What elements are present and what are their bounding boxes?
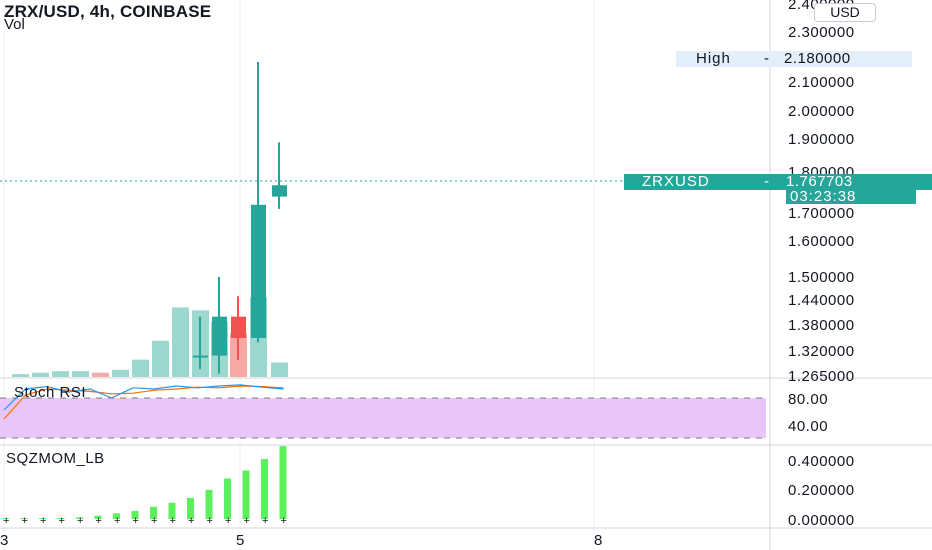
momentum-bar [150, 506, 157, 519]
squeeze-marker: + [207, 515, 213, 527]
rsi-k-line [3, 384, 284, 411]
momentum-bar [76, 517, 83, 519]
rsi-d-line [3, 385, 284, 420]
squeeze-marker: + [114, 515, 120, 527]
volume-bar [132, 359, 149, 377]
momentum-tick-label: 0.000000 [788, 512, 855, 529]
rsi-band [0, 398, 766, 438]
squeeze-marker: + [77, 515, 83, 527]
price-tick-label: 1.320000 [788, 343, 855, 360]
squeeze-marker: + [225, 515, 231, 527]
price-tick-label: 1.600000 [788, 233, 855, 250]
rsi-tick-label: 40.00 [788, 418, 828, 435]
squeeze-marker: + [59, 515, 65, 527]
squeeze-marker: + [40, 515, 46, 527]
squeeze-marker: + [96, 515, 102, 527]
momentum-bar [113, 513, 120, 519]
price-tick-label: 1.440000 [788, 292, 855, 309]
stoch-rsi-label: Stoch RSI [14, 384, 87, 401]
currency-button[interactable]: USD [814, 3, 876, 22]
price-tick-label: 1.380000 [788, 317, 855, 334]
chart-title: ZRX/USD, 4h, COINBASE [4, 2, 212, 21]
last-dash: - [764, 173, 769, 190]
volume-label: Vol [4, 16, 25, 33]
squeeze-marker: + [170, 515, 176, 527]
price-tick-label: 1.265000 [788, 368, 855, 385]
price-tick-label: 1.700000 [788, 205, 855, 222]
candle-body [272, 185, 287, 197]
time-tick-label: 5 [236, 532, 244, 549]
time-tick-label: 3 [0, 532, 8, 549]
candle-body [212, 316, 227, 356]
volume-bar [152, 340, 169, 377]
high-value: 2.180000 [784, 50, 851, 67]
price-tick-label: 2.000000 [788, 103, 855, 120]
price-tick-label: 2.300000 [788, 24, 855, 41]
high-label: High [696, 50, 731, 67]
high-price-tag: High - 2.180000 [676, 51, 912, 67]
squeeze-momentum-label: SQZMOM_LB [6, 450, 105, 467]
volume-bars [12, 297, 288, 377]
candles [193, 62, 287, 374]
price-tick-label: 2.100000 [788, 74, 855, 91]
volume-bar [112, 369, 129, 377]
volume-bar [172, 307, 189, 377]
momentum-bar [39, 518, 46, 519]
squeeze-marker: + [3, 515, 9, 527]
last-price-value: 1.767703 [786, 173, 853, 190]
squeeze-marker: + [151, 515, 157, 527]
volume-bar [12, 374, 29, 377]
volume-bar [92, 372, 109, 377]
momentum-bar [261, 459, 268, 519]
bar-countdown: 03:23:38 [786, 189, 916, 204]
momentum-bar [20, 518, 28, 519]
price-tick-label: 1.500000 [788, 269, 855, 286]
squeeze-marker: + [262, 515, 268, 527]
candle-body [251, 204, 266, 338]
volume-bar [52, 371, 69, 377]
price-tick-label: 1.900000 [788, 131, 855, 148]
candle-body [193, 355, 208, 358]
price-axis-labels: 2.3000002.1000002.0000001.9000001.800000… [788, 0, 855, 529]
momentum-tick-label: 0.400000 [788, 453, 855, 470]
candle-body [231, 316, 246, 338]
last-price-tag: ZRXUSD - 1.767703 [624, 174, 932, 190]
momentum-bar [187, 497, 194, 519]
volume-bar [72, 371, 89, 377]
momentum-bar [205, 489, 213, 519]
volume-bar [271, 362, 288, 377]
momentum-bar [224, 478, 231, 519]
momentum-bar [2, 518, 9, 519]
momentum-bar [131, 510, 139, 519]
time-axis-labels: 3 5 8 [0, 532, 602, 549]
time-tick-label: 8 [594, 532, 602, 549]
squeeze-marker: + [22, 515, 28, 527]
symbol-label: ZRXUSD [642, 173, 710, 190]
squeeze-marker: + [133, 515, 139, 527]
squeeze-momentum-pane: + + + + + + + + + + + + + + + + [2, 446, 287, 527]
momentum-bar [242, 470, 250, 519]
squeeze-marker: + [244, 515, 250, 527]
squeeze-marker: + [188, 515, 194, 527]
momentum-bar [57, 518, 65, 519]
squeeze-marker: + [281, 515, 287, 527]
volume-bar [32, 372, 49, 377]
momentum-bar [279, 446, 287, 519]
high-dash: - [764, 50, 769, 67]
momentum-tick-label: 0.200000 [788, 482, 855, 499]
stoch-rsi-pane [0, 384, 766, 439]
momentum-bar [168, 502, 176, 519]
grid-lines [3, 0, 595, 550]
momentum-bar [94, 515, 102, 519]
rsi-tick-label: 80.00 [788, 391, 828, 408]
